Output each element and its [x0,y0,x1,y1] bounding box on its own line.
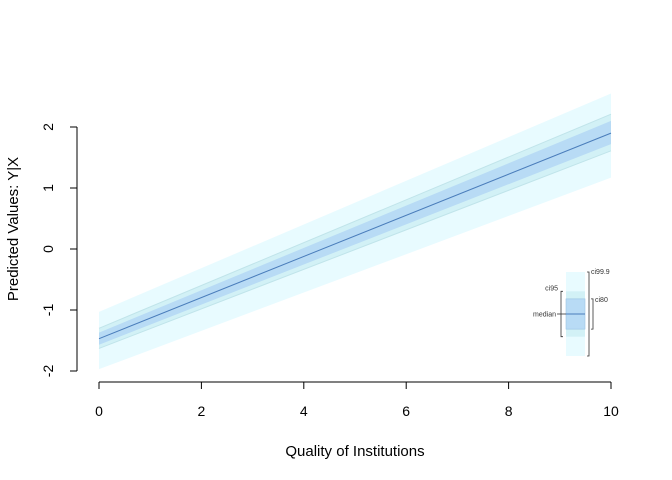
ci95-upper-line [98,113,612,329]
legend-ci999-bracket [587,271,590,357]
confidence-bands [98,93,612,370]
y-tick-label: -2 [40,365,56,378]
x-tick-label: 6 [402,403,410,419]
legend-ci80-label: ci80 [595,297,608,304]
x-tick-label: 0 [95,403,103,419]
y-tick-label: 2 [40,123,56,131]
x-tick-label: 2 [198,403,206,419]
ci80-band [99,120,611,345]
legend-ci80-bracket [591,298,594,330]
axes: 0 2 4 6 8 10 -2 -1 0 1 2 [40,123,619,419]
y-tick-label: 1 [40,184,56,192]
legend-median-label: median [533,312,556,319]
y-tick-label: 0 [40,245,56,253]
x-axis-title: Quality of Institutions [285,443,424,460]
y-tick-label: -1 [40,304,56,317]
legend-ci999-label: ci99.9 [591,269,610,276]
legend: ci99.9 ci80 ci95 median [533,269,610,357]
x-tick-label: 4 [300,403,308,419]
median-line [98,132,612,340]
ci95-lower-line [98,150,612,349]
legend-ci95-label: ci95 [545,285,558,292]
x-tick-label: 10 [603,403,619,419]
y-axis-title: Predicted Values: Y|X [5,157,22,301]
x-tick-label: 8 [505,403,513,419]
